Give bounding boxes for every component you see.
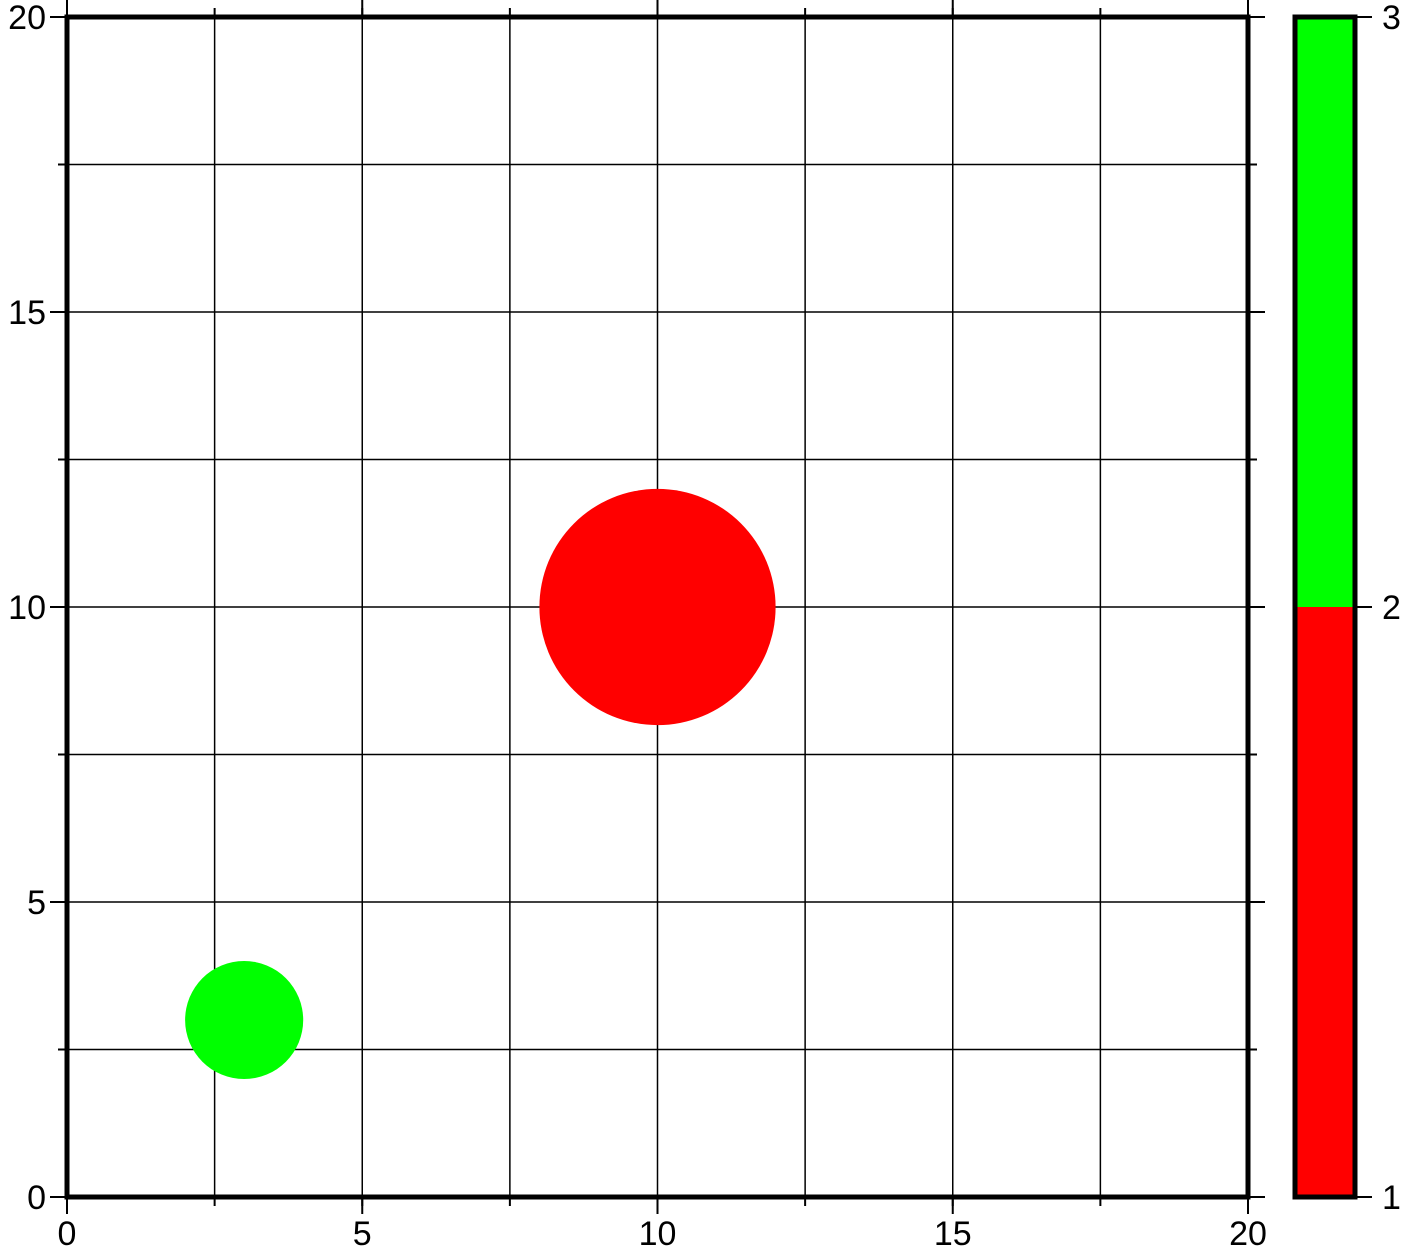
colorbar-tick-label: 3	[1382, 0, 1401, 37]
plot-frame	[64, 14, 1251, 1200]
colorbar-segment	[1295, 607, 1355, 1197]
x-tick-label: 5	[353, 1215, 372, 1252]
x-tick-label: 15	[934, 1215, 972, 1252]
x-tick-label: 10	[639, 1215, 677, 1252]
colorbar-segment	[1295, 17, 1355, 607]
x-tick-label: 0	[58, 1215, 77, 1252]
colorbar-tick-label: 1	[1382, 1179, 1401, 1217]
y-tick-label: 10	[8, 589, 46, 627]
x-tick-labels: 0 5 10 15 20	[58, 1215, 1267, 1252]
y-tick-label: 15	[8, 294, 46, 332]
data-point	[185, 960, 304, 1080]
y-tick-label: 0	[27, 1179, 46, 1217]
data-points	[185, 488, 776, 1080]
x-tick-label: 20	[1229, 1215, 1267, 1252]
y-tick-labels: 0 5 10 15 20	[8, 0, 46, 1217]
y-tick-label: 5	[27, 884, 46, 922]
colorbar-tick-label: 2	[1382, 589, 1401, 627]
colorbar: 1 2 3	[1292, 0, 1401, 1217]
data-point	[539, 488, 776, 726]
axis-ticks	[50, 0, 1265, 1214]
y-tick-label: 20	[8, 0, 46, 37]
